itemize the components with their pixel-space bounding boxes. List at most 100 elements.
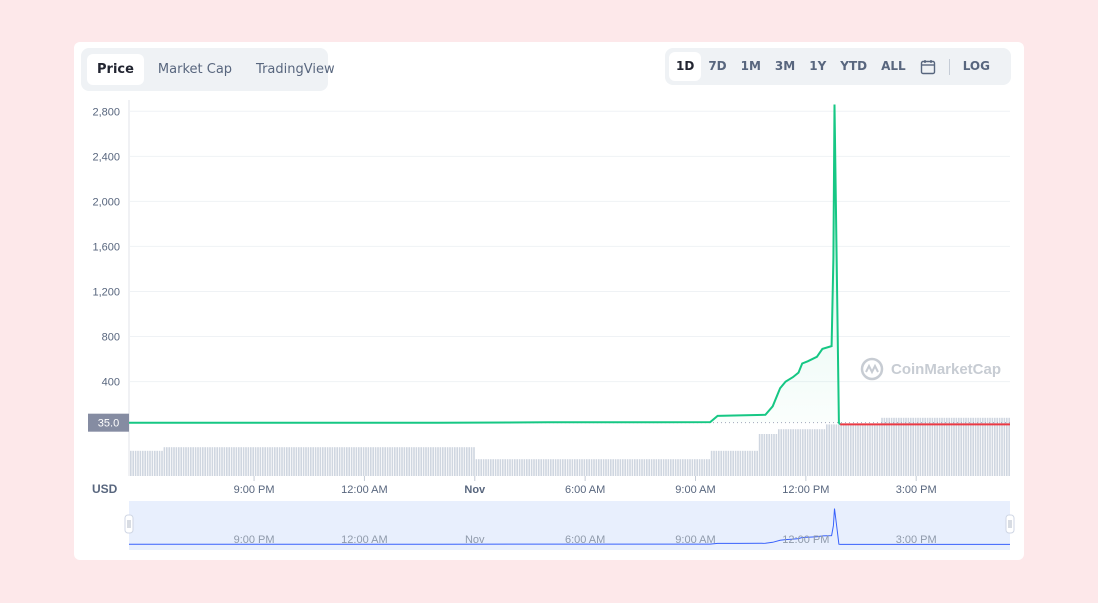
volume-bar: [230, 447, 233, 476]
volume-bar: [139, 450, 142, 476]
volume-bar: [526, 459, 528, 476]
volume-bar: [158, 450, 161, 476]
volume-bar: [914, 417, 917, 476]
volume-bar: [521, 459, 523, 476]
volume-bar: [542, 459, 545, 476]
volume-bar: [984, 417, 986, 476]
volume-bar: [348, 447, 350, 476]
price-area-fill: [129, 104, 841, 425]
volume-bar: [199, 447, 202, 476]
volume-bar: [1001, 417, 1003, 476]
navigator-tick-label: 12:00 PM: [782, 534, 829, 546]
volume-bar: [967, 417, 970, 476]
volume-bar: [511, 459, 514, 476]
volume-bar: [175, 447, 178, 476]
volume-bar: [864, 424, 866, 476]
volume-bar: [552, 459, 554, 476]
volume-bar: [826, 424, 828, 476]
navigator-right-handle[interactable]: [1005, 514, 1015, 534]
volume-bar: [310, 447, 312, 476]
volume-bar: [950, 417, 953, 476]
volume-bar: [502, 459, 504, 476]
volume-bar: [206, 447, 209, 476]
range-ytd-button[interactable]: YTD: [840, 59, 868, 73]
volume-bar: [900, 417, 902, 476]
volume-bar: [151, 450, 154, 476]
volume-bar: [223, 447, 226, 476]
volume-bar: [180, 447, 182, 476]
volume-bar: [775, 434, 778, 476]
volume-bar: [941, 417, 943, 476]
volume-bar: [538, 459, 540, 476]
volume-bar: [955, 417, 958, 476]
volume-bar: [828, 424, 830, 476]
volume-bar: [322, 447, 324, 476]
volume-bar: [972, 417, 974, 476]
volume-bar: [761, 434, 763, 476]
volume-bar: [586, 459, 588, 476]
volume-bar: [794, 429, 797, 476]
volume-bar: [312, 447, 314, 476]
volume-bar: [300, 447, 302, 476]
range-1m-button[interactable]: 1M: [740, 59, 761, 73]
volume-bar: [254, 447, 257, 476]
volume-bar: [821, 429, 823, 476]
range-1y-button[interactable]: 1Y: [809, 59, 827, 73]
volume-bar: [677, 459, 679, 476]
volume-bar: [866, 424, 869, 476]
volume-bar: [562, 459, 564, 476]
range-3m-button[interactable]: 3M: [774, 59, 796, 73]
volume-bar: [852, 424, 854, 476]
volume-bar: [624, 459, 626, 476]
volume-bar: [857, 424, 859, 476]
volume-bar: [672, 459, 674, 476]
volume-bar: [670, 459, 672, 476]
volume-bar: [773, 434, 775, 476]
volume-bar: [509, 459, 511, 476]
volume-bar: [881, 417, 883, 476]
volume-bar: [840, 424, 842, 476]
volume-bar: [386, 447, 389, 476]
navigator-left-handle[interactable]: [124, 514, 134, 534]
volume-bar: [910, 417, 912, 476]
volume-bar: [578, 459, 581, 476]
volume-bar: [770, 434, 773, 476]
tab-price[interactable]: Price: [87, 54, 144, 85]
volume-bar: [617, 459, 619, 476]
range-7d-button[interactable]: 7D: [708, 59, 727, 73]
volume-bar: [293, 447, 295, 476]
range-all-button[interactable]: ALL: [881, 59, 906, 73]
volume-bar: [737, 450, 739, 476]
volume-bar: [226, 447, 228, 476]
volume-bar: [286, 447, 288, 476]
volume-bar: [389, 447, 391, 476]
volume-bar: [338, 447, 341, 476]
volume-bar: [718, 450, 720, 476]
volume-bar: [694, 459, 696, 476]
volume-bar: [170, 447, 173, 476]
volume-bar: [329, 447, 331, 476]
volume-bar: [715, 450, 718, 476]
coinmarketcap-logo-icon: [860, 357, 884, 381]
volume-bar: [437, 447, 439, 476]
log-scale-toggle[interactable]: LOG: [962, 59, 990, 73]
volume-bar: [593, 459, 595, 476]
tab-tradingview[interactable]: TradingView: [256, 62, 335, 77]
volume-bar: [283, 447, 286, 476]
volume-bar: [674, 459, 677, 476]
volume-bar: [643, 459, 646, 476]
volume-bar: [401, 447, 403, 476]
volume-bar: [646, 459, 648, 476]
volume-bar: [823, 429, 826, 476]
volume-bar: [446, 447, 449, 476]
navigator-window[interactable]: [129, 501, 1010, 550]
tab-market-cap[interactable]: Market Cap: [157, 62, 233, 77]
volume-bar: [989, 417, 991, 476]
range-1d-button[interactable]: 1D: [669, 52, 702, 81]
volume-bar: [247, 447, 250, 476]
volume-bar: [485, 459, 487, 476]
calendar-icon[interactable]: [913, 52, 943, 81]
volume-bar: [535, 459, 538, 476]
volume-bar: [590, 459, 593, 476]
volume-bar: [490, 459, 492, 476]
